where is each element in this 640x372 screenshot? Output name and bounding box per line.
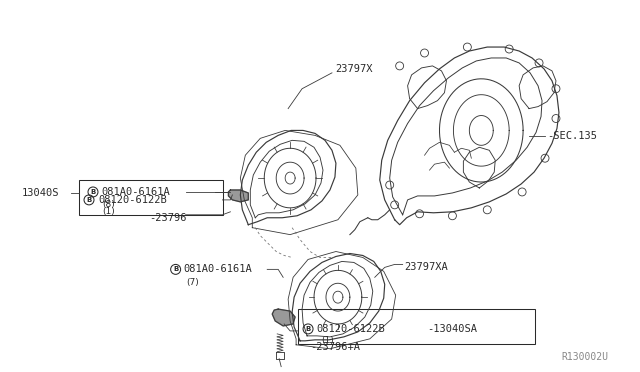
Bar xyxy=(79,180,223,215)
Bar xyxy=(298,309,535,344)
Text: (1): (1) xyxy=(102,207,115,216)
Polygon shape xyxy=(228,190,248,202)
Text: B: B xyxy=(86,197,92,203)
Text: B: B xyxy=(90,189,95,195)
Text: 081A0-6161A: 081A0-6161A xyxy=(101,187,170,197)
Text: (1): (1) xyxy=(321,336,334,345)
Text: 23797XA: 23797XA xyxy=(404,262,449,272)
Text: 08120-6122B: 08120-6122B xyxy=(316,324,385,334)
Text: B: B xyxy=(173,266,179,272)
Text: -23796+A: -23796+A xyxy=(310,342,360,352)
Text: 23797X: 23797X xyxy=(335,64,372,74)
Text: -SEC.135: -SEC.135 xyxy=(547,131,597,141)
Text: 08120-6122B: 08120-6122B xyxy=(98,195,166,205)
Text: (8): (8) xyxy=(102,201,115,209)
Text: -23796: -23796 xyxy=(148,213,186,223)
Text: R130002U: R130002U xyxy=(562,352,609,362)
Text: B: B xyxy=(305,326,310,332)
Text: (7): (7) xyxy=(186,278,199,287)
Polygon shape xyxy=(272,309,295,326)
Text: -13040SA: -13040SA xyxy=(428,324,477,334)
Text: 081A0-6161A: 081A0-6161A xyxy=(184,264,252,275)
Text: 13040S: 13040S xyxy=(21,188,59,198)
